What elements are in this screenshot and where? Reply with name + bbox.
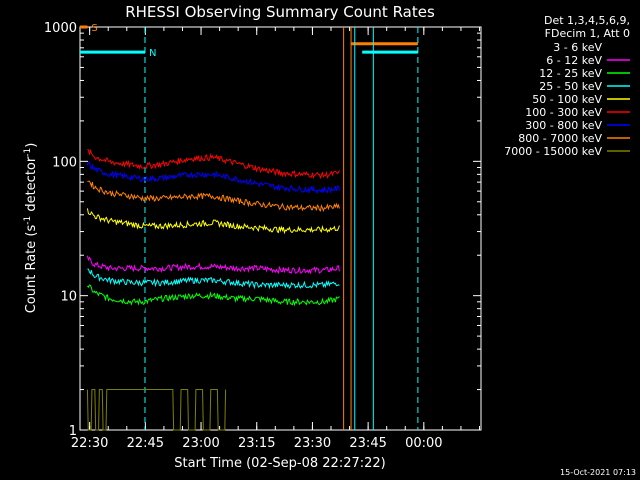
series-line-3 xyxy=(87,284,340,307)
x-tick-label: 23:15 xyxy=(238,436,275,451)
y-tick-label: 10 xyxy=(60,290,77,305)
series-line-4 xyxy=(87,268,340,290)
series-line-9 xyxy=(86,389,227,431)
legend-entry-label: 6 - 12 keV xyxy=(546,54,602,67)
series-line-6 xyxy=(87,148,340,180)
series-line-1 xyxy=(87,280,340,320)
series-lines xyxy=(86,148,340,431)
legend-entry-label: 7000 - 15000 keV xyxy=(504,145,602,158)
series-line-8 xyxy=(87,180,340,213)
y-tick-label: 1 xyxy=(69,424,77,439)
y-axis-label: Count Rate (s-1 detector-1) xyxy=(23,143,39,314)
x-tick-label: 23:00 xyxy=(182,436,219,451)
series-line-7 xyxy=(86,160,340,195)
legend-header-line-1: Det 1,3,4,5,6,9, xyxy=(544,14,630,27)
legend-entry-label: 12 - 25 keV xyxy=(539,67,602,80)
legend-entry-label: 50 - 100 keV xyxy=(532,93,602,106)
legend-entry-label: 25 - 50 keV xyxy=(539,80,602,93)
y-label-end: ) xyxy=(24,143,39,148)
legend-entry-label: 3 - 6 keV xyxy=(553,41,602,54)
flag-label: N xyxy=(149,48,156,59)
plot-frame xyxy=(79,26,482,431)
series-line-2 xyxy=(86,255,340,275)
x-tick-label: 22:45 xyxy=(127,436,164,451)
legend-entry-label: 800 - 7000 keV xyxy=(518,132,602,145)
x-tick-label: 23:30 xyxy=(294,436,331,451)
y-label-sup1: -1 xyxy=(23,216,33,225)
y-tick-label: 1000 xyxy=(44,21,77,36)
x-axis: 22:30 22:45 23:00 23:15 23:30 23:45 00:00 xyxy=(71,27,481,451)
x-tick-label: 00:00 xyxy=(405,436,442,451)
flag-label: S xyxy=(91,23,97,34)
flag-bars: SN xyxy=(80,23,419,430)
y-label-mid: detector xyxy=(24,156,39,216)
y-tick-label: 100 xyxy=(52,155,77,170)
x-axis-label: Start Time (02-Sep-08 22:27:22) xyxy=(174,456,385,471)
x-tick-label: 22:30 xyxy=(71,436,108,451)
y-label-main: Count Rate (s xyxy=(24,225,39,314)
series-line-5 xyxy=(86,208,340,235)
y-label-sup2: -1 xyxy=(23,148,33,157)
y-axis: 1 10 100 1000 xyxy=(44,21,481,439)
legend-entry-label: 100 - 300 keV xyxy=(525,106,602,119)
legend-entry-label: 300 - 800 keV xyxy=(525,119,602,132)
chart-title: RHESSI Observing Summary Count Rates xyxy=(125,3,435,21)
x-tick-label: 23:45 xyxy=(349,436,386,451)
footer-timestamp: 15-Oct-2021 07:13 xyxy=(560,468,636,477)
legend-header-line-2: FDecim 1, Att 0 xyxy=(545,27,630,40)
legend: Det 1,3,4,5,6,9, FDecim 1, Att 0 3 - 6 k… xyxy=(504,14,630,158)
